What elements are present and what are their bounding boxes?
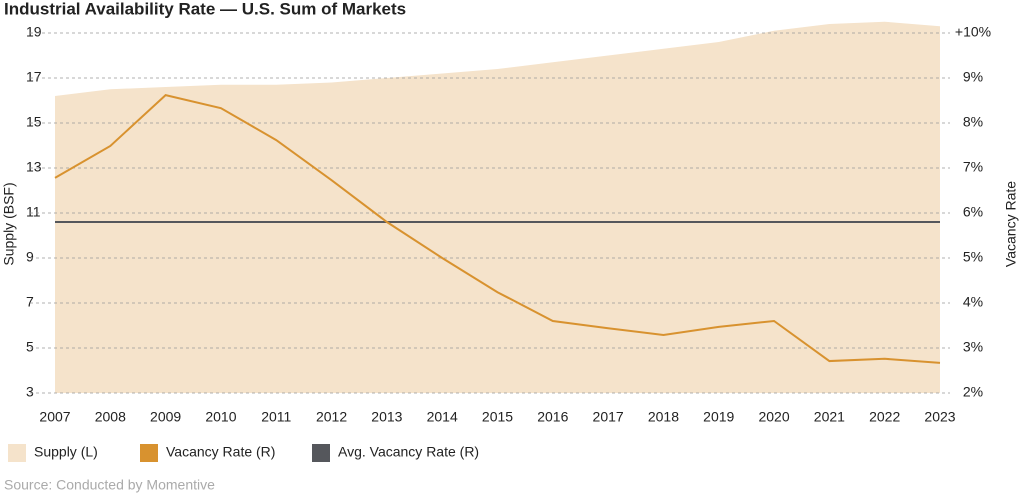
y2-tick-label: +10% (955, 24, 991, 40)
y2-tick-label: 4% (963, 294, 983, 310)
vacancy-line (54, 94, 941, 364)
y-axis-label: Supply (BSF) (1, 182, 17, 265)
y-tick-label: 17 (26, 69, 42, 85)
x-tick-label: 2011 (261, 409, 291, 425)
x-tick-label: 2009 (150, 409, 181, 425)
x-tick-label: 2023 (924, 409, 955, 425)
y-tick-label: 3 (26, 384, 34, 400)
legend-swatch (312, 444, 330, 462)
y2-tick-label: 2% (963, 384, 983, 400)
y2-tick-label: 8% (963, 114, 983, 130)
y2-tick-label: 3% (963, 339, 983, 355)
x-tick-label: 2013 (371, 409, 402, 425)
y-tick-label: 5 (26, 339, 34, 355)
x-tick-label: 2010 (205, 409, 236, 425)
y2-tick-label: 6% (963, 204, 983, 220)
chart-title: Industrial Availability Rate — U.S. Sum … (4, 0, 406, 18)
y-tick-label: 9 (26, 249, 34, 265)
y-tick-label: 11 (26, 204, 41, 220)
y2-tick-label: 5% (963, 249, 983, 265)
supply-area (55, 21, 940, 393)
legend-swatch (140, 444, 158, 462)
x-tick-label: 2014 (427, 409, 458, 425)
x-tick-label: 2015 (482, 409, 513, 425)
x-tick-label: 2021 (814, 409, 845, 425)
x-tick-label: 2022 (869, 409, 900, 425)
legend-swatch (8, 444, 26, 462)
y2-axis-label: Vacancy Rate (1003, 181, 1019, 267)
x-tick-label: 2012 (316, 409, 347, 425)
legend-label: Vacancy Rate (R) (166, 444, 275, 460)
y-tick-label: 15 (26, 114, 42, 130)
y2-tick-label: 9% (963, 69, 983, 85)
y-tick-label: 13 (26, 159, 42, 175)
y-tick-label: 19 (26, 24, 42, 40)
y2-tick-label: 7% (963, 159, 983, 175)
legend-label: Avg. Vacancy Rate (R) (338, 444, 479, 460)
x-tick-label: 2017 (593, 409, 624, 425)
source: Source: Conducted by Momentive (4, 477, 215, 493)
x-tick-label: 2019 (703, 409, 734, 425)
x-tick-label: 2007 (39, 409, 70, 425)
x-tick-label: 2008 (95, 409, 126, 425)
x-tick-label: 2020 (758, 409, 789, 425)
x-tick-label: 2018 (648, 409, 679, 425)
legend-label: Supply (L) (34, 444, 98, 460)
y-tick-label: 7 (26, 294, 34, 310)
x-tick-label: 2016 (537, 409, 568, 425)
